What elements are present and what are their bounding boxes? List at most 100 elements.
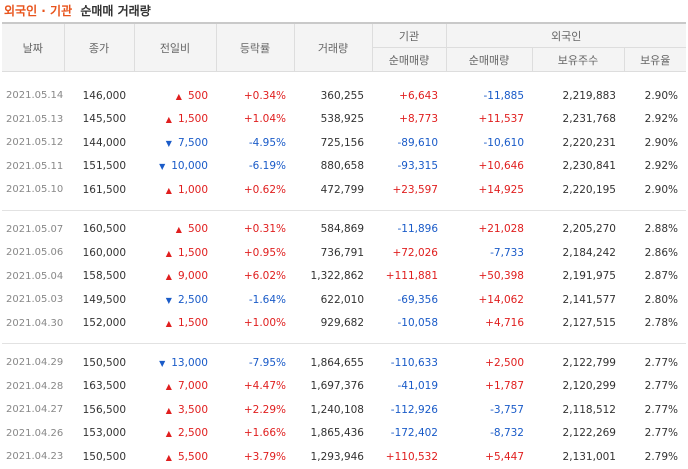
cell-change-value: 3,500: [177, 403, 208, 416]
cell-close: 149,500: [82, 293, 126, 306]
header-holdings: 보유주수: [532, 47, 625, 72]
cell-close: 145,500: [82, 113, 126, 126]
cell-rate: +1.66%: [243, 427, 286, 440]
triangle-up-icon: ▲: [165, 248, 172, 258]
group-divider: [2, 335, 687, 344]
cell-foreign-net: +21,028: [478, 223, 524, 236]
cell-ratio: 2.90%: [644, 89, 679, 102]
cell-holdings: 2,205,270: [562, 223, 616, 236]
cell-holdings: 2,127,515: [562, 317, 616, 330]
table-row: 2021.05.04 158,500 ▲ 9,000 +6.02% 1,322,862 +1…: [2, 265, 686, 289]
cell-date: 2021.05.04: [6, 270, 64, 282]
cell-close: 163,500: [82, 380, 126, 393]
header-ratio: 보유율: [624, 47, 687, 72]
cell-change: ▼ 7,500: [134, 131, 216, 155]
cell-change: ▲ 1,500: [134, 241, 216, 265]
header-rate: 등락률: [216, 22, 295, 72]
cell-date: 2021.05.12: [6, 137, 64, 149]
triangle-up-icon: ▲: [165, 272, 172, 282]
triangle-up-icon: ▲: [165, 452, 172, 462]
cell-date: 2021.04.30: [6, 317, 64, 329]
cell-rate: +6.02%: [243, 270, 286, 283]
header-change: 전일비: [134, 22, 217, 72]
cell-foreign-net: +10,646: [478, 160, 524, 173]
cell-holdings: 2,219,883: [562, 89, 616, 102]
cell-close: 152,000: [82, 317, 126, 330]
cell-holdings: 2,122,269: [562, 427, 616, 440]
cell-volume: 472,799: [320, 183, 364, 196]
cell-date: 2021.04.23: [6, 451, 64, 463]
cell-ratio: 2.80%: [644, 293, 679, 306]
cell-change-value: 9,000: [177, 270, 208, 283]
cell-change-value: 2,500: [177, 293, 208, 306]
group-divider: [2, 201, 687, 211]
cell-ratio: 2.88%: [644, 223, 679, 236]
cell-date: 2021.04.26: [6, 427, 64, 439]
cell-rate: +0.95%: [243, 246, 286, 259]
cell-foreign-net: -7,733: [490, 246, 524, 259]
cell-change: ▼ 10,000: [134, 155, 216, 179]
cell-rate: +0.31%: [243, 223, 286, 236]
cell-volume: 1,697,376: [310, 380, 364, 393]
cell-ratio: 2.77%: [644, 427, 679, 440]
cell-inst-net: +110,532: [385, 450, 438, 463]
cell-change: ▲ 1,000: [134, 178, 216, 202]
cell-date: 2021.04.28: [6, 380, 64, 392]
cell-rate: +3.79%: [243, 450, 286, 463]
cell-holdings: 2,230,841: [562, 160, 616, 173]
table-row: 2021.05.11 151,500 ▼ 10,000 -6.19% 880,658 -93…: [2, 155, 686, 179]
cell-foreign-net: +11,537: [478, 113, 524, 126]
header-close: 종가: [64, 22, 135, 72]
cell-inst-net: -11,896: [397, 223, 438, 236]
cell-change: ▼ 2,500: [134, 288, 216, 312]
cell-date: 2021.05.11: [6, 160, 64, 172]
cell-date: 2021.04.29: [6, 357, 64, 369]
cell-close: 160,000: [82, 246, 126, 259]
cell-volume: 1,240,108: [310, 403, 364, 416]
cell-ratio: 2.79%: [644, 450, 679, 463]
cell-rate: +1.04%: [243, 113, 286, 126]
cell-date: 2021.04.27: [6, 404, 64, 416]
cell-foreign-net: +5,447: [485, 450, 524, 463]
triangle-up-icon: ▲: [165, 405, 172, 415]
cell-change-value: 500: [187, 223, 208, 236]
cell-volume: 622,010: [320, 293, 364, 306]
cell-inst-net: -93,315: [397, 160, 438, 173]
spacer-cell: [2, 72, 686, 85]
cell-ratio: 2.77%: [644, 356, 679, 369]
cell-inst-net: -110,633: [390, 356, 438, 369]
cell-volume: 1,322,862: [310, 270, 364, 283]
cell-rate: +0.34%: [243, 89, 286, 102]
cell-change: ▲ 1,500: [134, 108, 216, 132]
cell-close: 160,500: [82, 223, 126, 236]
header-date: 날짜: [2, 22, 65, 72]
cell-volume: 1,293,946: [310, 450, 364, 463]
cell-inst-net: -89,610: [397, 136, 438, 149]
table-row: 2021.04.23 150,500 ▲ 5,500 +3.79% 1,293,946 +1…: [2, 445, 686, 469]
cell-date: 2021.05.07: [6, 223, 64, 235]
group-spacer: [2, 72, 686, 85]
cell-close: 150,500: [82, 356, 126, 369]
cell-ratio: 2.90%: [644, 183, 679, 196]
table-row: 2021.05.03 149,500 ▼ 2,500 -1.64% 622,010 -69,…: [2, 288, 686, 312]
cell-change-value: 1,500: [177, 246, 208, 259]
cell-change: ▲ 3,500: [134, 398, 216, 422]
cell-rate: +1.00%: [243, 317, 286, 330]
cell-foreign-net: -10,610: [483, 136, 524, 149]
spacer-cell: [2, 344, 686, 352]
cell-close: 156,500: [82, 403, 126, 416]
cell-volume: 1,865,436: [310, 427, 364, 440]
cell-holdings: 2,191,975: [562, 270, 616, 283]
header-inst-net: 순매매량: [372, 47, 447, 72]
cell-change-value: 7,000: [177, 380, 208, 393]
title-investor-type: 외국인 · 기관: [4, 4, 73, 18]
title-net-volume: 순매매 거래량: [80, 4, 151, 18]
cell-ratio: 2.87%: [644, 270, 679, 283]
cell-foreign-net: +50,398: [478, 270, 524, 283]
header-volume: 거래량: [294, 22, 373, 72]
investor-trading-table: 날짜 종가 전일비 등락률 거래량 기관 외국인 순매매량 순매매량 보유주수 …: [2, 22, 687, 469]
table-row: 2021.04.26 153,000 ▲ 2,500 +1.66% 1,865,436 -1…: [2, 422, 686, 446]
cell-rate: +0.62%: [243, 183, 286, 196]
cell-change: ▲ 9,000: [134, 265, 216, 289]
cell-rate: -6.19%: [248, 160, 286, 173]
